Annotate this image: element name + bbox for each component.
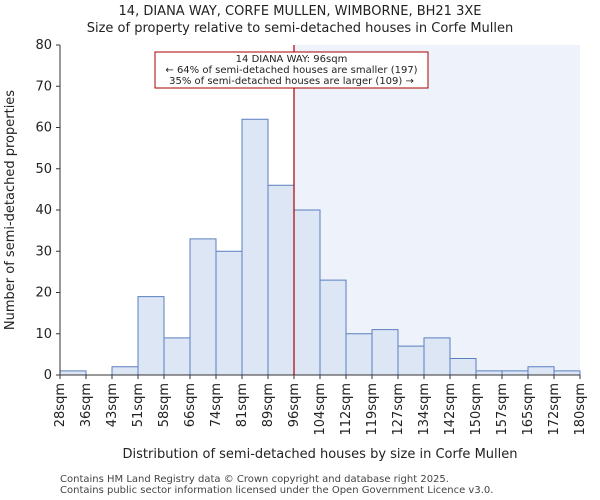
x-tick-label: 74sqm [209, 383, 224, 427]
x-tick-label: 36sqm [79, 383, 94, 427]
y-tick-label: 20 [35, 286, 52, 301]
histogram-bar [423, 337, 451, 376]
x-tick-label: 104sqm [313, 383, 328, 436]
y-tick-label: 50 [35, 162, 52, 177]
x-tick-label: 58sqm [157, 383, 172, 427]
histogram-bar [267, 184, 295, 376]
x-tick-label: 134sqm [417, 383, 432, 436]
y-tick-label: 10 [35, 327, 52, 342]
x-tick-label: 43sqm [105, 383, 120, 427]
chart-title: 14, DIANA WAY, CORFE MULLEN, WIMBORNE, B… [118, 4, 482, 19]
histogram-bar [137, 296, 165, 376]
histogram-bar [397, 345, 425, 376]
x-tick-label: 81sqm [235, 383, 250, 427]
chart-subtitle: Size of property relative to semi-detach… [86, 21, 514, 36]
histogram-bar [293, 209, 321, 376]
x-tick-label: 96sqm [287, 383, 302, 427]
histogram-bar [553, 370, 581, 376]
annotation-line-2: ← 64% of semi-detached houses are smalle… [165, 65, 417, 76]
y-tick-label: 80 [35, 38, 52, 53]
y-axis-title: Number of semi-detached properties [3, 90, 18, 330]
x-tick-label: 157sqm [495, 383, 510, 436]
footer-copyright: Contains HM Land Registry data © Crown c… [60, 474, 449, 485]
histogram-bar [475, 370, 503, 376]
x-tick-label: 51sqm [131, 383, 146, 427]
histogram-bar [189, 238, 217, 376]
histogram-bar [527, 366, 555, 376]
histogram-bar [111, 366, 139, 376]
annotation-box [154, 51, 429, 89]
histogram-bar [449, 358, 477, 376]
y-tick-label: 40 [35, 203, 52, 218]
x-tick-label: 89sqm [261, 383, 276, 427]
x-tick-label: 180sqm [573, 383, 588, 436]
x-tick-label: 127sqm [391, 383, 406, 436]
x-tick-label: 66sqm [183, 383, 198, 427]
histogram-bar [59, 370, 87, 376]
y-tick-label: 0 [44, 368, 52, 383]
annotation-line-1: 14 DIANA WAY: 96sqm [236, 54, 348, 65]
x-tick-label: 28sqm [53, 383, 68, 427]
x-tick-label: 165sqm [521, 383, 536, 436]
histogram-bar [241, 118, 269, 376]
y-tick-label: 70 [35, 79, 52, 94]
x-tick-label: 172sqm [547, 383, 562, 436]
histogram-bar [319, 279, 347, 376]
x-tick-label: 150sqm [469, 383, 484, 436]
x-tick-label: 112sqm [339, 383, 354, 436]
x-axis-title: Distribution of semi-detached houses by … [123, 447, 518, 462]
footer-licence: Contains public sector information licen… [60, 485, 494, 496]
y-tick-label: 60 [35, 121, 52, 136]
y-tick-label: 30 [35, 244, 52, 259]
histogram-bar [345, 333, 373, 376]
histogram-bar [163, 337, 191, 376]
x-tick-label: 119sqm [365, 383, 380, 436]
histogram-bar [215, 250, 243, 376]
x-tick-label: 142sqm [443, 383, 458, 436]
histogram-bar [371, 329, 399, 376]
annotation-line-3: 35% of semi-detached houses are larger (… [169, 76, 414, 87]
histogram-bar [501, 370, 529, 376]
